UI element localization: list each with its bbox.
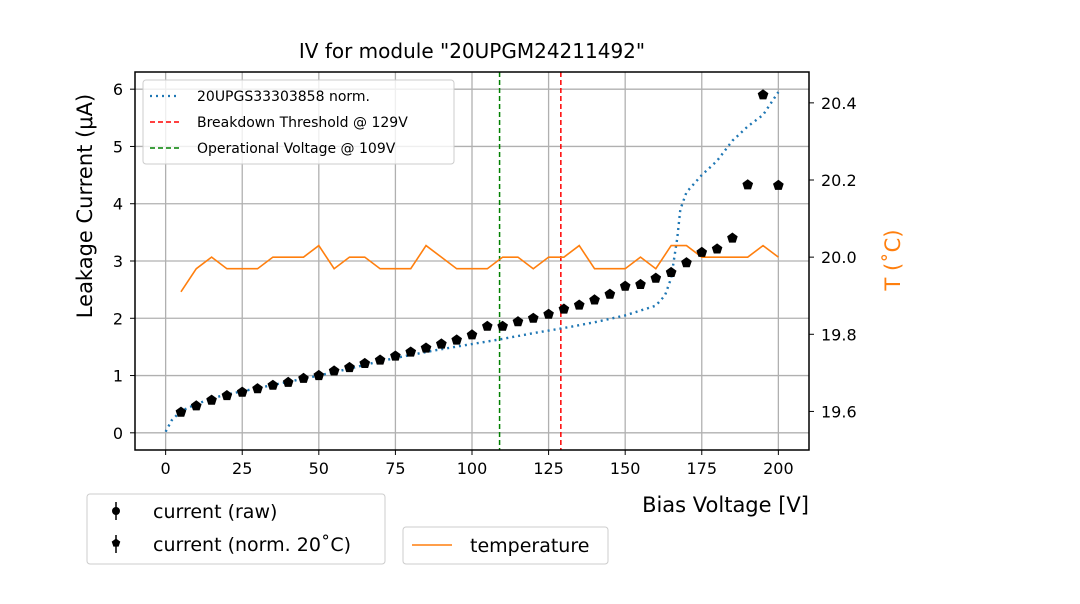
chart-title: IV for module "20UPGM24211492" xyxy=(299,39,645,63)
data-point xyxy=(482,320,493,331)
data-point xyxy=(313,369,325,381)
data-point xyxy=(175,406,187,417)
data-point xyxy=(543,308,554,319)
data-point xyxy=(696,246,708,257)
y-axis-ticks: 0 1 2 3 4 5 6 xyxy=(113,80,135,443)
data-point xyxy=(573,299,585,310)
y-tick-label: 1 xyxy=(113,367,123,386)
data-point xyxy=(405,346,417,357)
reference-lines xyxy=(498,72,562,450)
data-point xyxy=(282,376,294,387)
data-point xyxy=(773,179,784,190)
x-tick-label: 200 xyxy=(763,459,794,478)
x-tick-label: 75 xyxy=(385,459,405,478)
legend-label: temperature xyxy=(470,535,589,557)
data-point xyxy=(466,329,478,340)
x-axis-label: Bias Voltage [V] xyxy=(642,493,809,517)
y-tick-label: 4 xyxy=(113,195,123,214)
legend-top: 20UPGS33303858 norm. Breakdown Threshold… xyxy=(142,79,455,165)
raw-marker-icon xyxy=(112,502,120,520)
data-point xyxy=(757,89,769,100)
data-point xyxy=(681,257,692,268)
data-point xyxy=(436,338,447,349)
legend-temperature: temperature xyxy=(402,526,609,565)
data-point xyxy=(451,334,462,345)
y2-axis-ticks: 19.6 19.8 20.0 20.2 20.4 xyxy=(809,94,857,421)
y-tick-label: 0 xyxy=(113,424,123,443)
x-tick-label: 25 xyxy=(232,459,252,478)
data-point xyxy=(742,179,754,190)
data-point xyxy=(527,312,539,323)
y-tick-label: 3 xyxy=(113,252,123,271)
data-point xyxy=(206,394,217,405)
x-tick-label: 50 xyxy=(309,459,329,478)
y2-tick-label: 20.0 xyxy=(821,248,857,267)
x-axis-ticks: 0 25 50 75 100 125 150 175 200 xyxy=(161,450,794,478)
legend-label: 20UPGS33303858 norm. xyxy=(197,89,370,105)
data-point xyxy=(390,350,401,361)
data-point xyxy=(252,383,263,394)
x-tick-label: 150 xyxy=(610,459,641,478)
data-point xyxy=(635,278,646,289)
x-tick-label: 0 xyxy=(161,459,171,478)
x-tick-label: 175 xyxy=(686,459,717,478)
data-point xyxy=(221,390,233,401)
y-tick-label: 2 xyxy=(113,309,123,328)
data-point xyxy=(558,303,570,314)
temperature-series xyxy=(180,244,779,293)
legend-label: Breakdown Threshold @ 129V xyxy=(197,115,408,131)
data-point xyxy=(650,272,662,283)
data-point xyxy=(267,379,279,390)
reference-series-line xyxy=(164,91,780,433)
reference-series xyxy=(164,91,780,433)
legend-current: current (raw) current (norm. 20˚C) xyxy=(86,493,386,565)
data-point xyxy=(420,342,432,353)
data-point xyxy=(589,294,600,305)
legend-label: Operational Voltage @ 109V xyxy=(197,141,396,157)
data-point xyxy=(727,232,738,243)
norm-marker-icon xyxy=(111,535,121,553)
y2-tick-label: 20.2 xyxy=(821,171,857,190)
y-tick-label: 5 xyxy=(113,137,123,156)
normalized-current-points xyxy=(175,89,784,417)
data-point xyxy=(236,386,248,397)
y2-tick-label: 19.6 xyxy=(821,402,857,421)
data-point xyxy=(604,288,616,299)
data-point xyxy=(497,320,508,331)
data-point xyxy=(344,361,355,373)
temperature-line xyxy=(180,244,779,293)
data-point xyxy=(711,243,723,254)
y2-axis-label: T (˚C) xyxy=(881,229,905,291)
x-tick-label: 100 xyxy=(457,459,488,478)
y2-tick-label: 20.4 xyxy=(821,94,857,113)
data-point xyxy=(512,316,524,327)
y-tick-label: 6 xyxy=(113,80,123,99)
grid xyxy=(135,72,809,450)
data-point xyxy=(665,266,677,277)
x-tick-label: 125 xyxy=(533,459,564,478)
y2-tick-label: 19.8 xyxy=(821,325,857,344)
y-axis-label: Leakage Current (μA) xyxy=(73,94,97,318)
data-point xyxy=(298,372,309,383)
data-point xyxy=(359,357,371,368)
data-point xyxy=(374,354,386,365)
data-point xyxy=(328,365,340,376)
legend-label: current (norm. 20˚C) xyxy=(153,534,351,556)
legend-label: current (raw) xyxy=(153,501,277,523)
data-point xyxy=(190,400,202,411)
data-point xyxy=(619,280,631,291)
